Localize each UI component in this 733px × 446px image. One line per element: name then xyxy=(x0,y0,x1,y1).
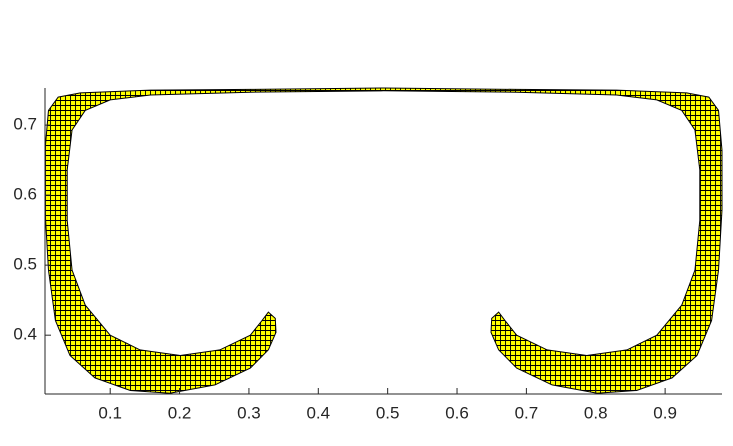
y-tick-label: 0.7 xyxy=(13,115,37,134)
y-tick-label: 0.5 xyxy=(13,255,37,274)
x-tick-label: 0.9 xyxy=(653,403,677,422)
x-tick-label: 0.6 xyxy=(445,403,469,422)
x-tick-label: 0.7 xyxy=(515,403,539,422)
x-tick-label: 0.4 xyxy=(306,403,330,422)
x-tick-label: 0.2 xyxy=(168,403,192,422)
x-tick-label: 0.1 xyxy=(98,403,122,422)
x-tick-label: 0.5 xyxy=(376,403,400,422)
y-tick-label: 0.6 xyxy=(13,185,37,204)
x-tick-label: 0.8 xyxy=(584,403,608,422)
patch xyxy=(44,87,723,394)
x-tick-label: 0.3 xyxy=(237,403,261,422)
y-tick-label: 0.4 xyxy=(13,325,37,344)
